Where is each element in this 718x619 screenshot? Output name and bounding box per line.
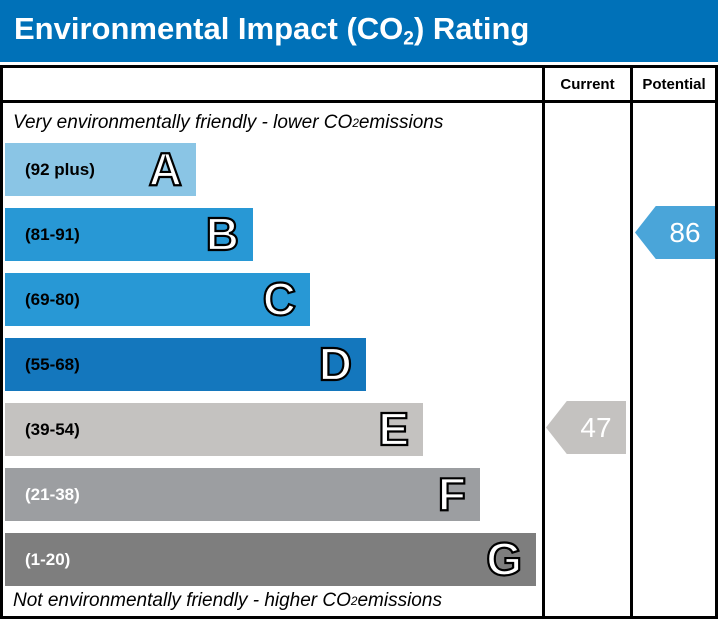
potential-rating-arrow-icon: 86 [635,206,715,259]
current-rating-value: 47 [580,411,612,443]
band-letter: F [437,467,467,521]
top-note-subscript: 2 [352,116,359,130]
chart-title-text: Environmental Impact (CO [14,11,404,47]
band-letter: D [318,337,353,391]
rating-table: Current Potential Very environmentally f… [0,65,718,619]
band-letter: A [148,142,183,196]
band-row-f: (21-38) F [3,467,542,521]
band-range-label: (92 plus) [25,159,95,179]
band-range-label: (1-20) [25,549,71,569]
top-note-text: Very environmentally friendly - lower CO [13,112,353,133]
band-range-label: (81-91) [25,224,80,244]
band-bar-d: (55-68) D [5,337,366,391]
band-bar-b: (81-91) B [5,207,253,261]
table-header-row: Current Potential [3,68,715,103]
band-row-c: (69-80) C [3,272,542,326]
band-bar-c: (69-80) C [5,272,310,326]
chart-title-bar: Environmental Impact (CO2) Rating [0,0,718,62]
band-bar-e: (39-54) E [5,402,423,456]
band-row-d: (55-68) D [3,337,542,391]
column-header-potential: Potential [630,68,715,100]
band-range-label: (55-68) [25,354,80,374]
bottom-note-suffix: emissions [357,590,442,611]
rating-bands: (92 plus) A (81-91) B (69-80) C (55-68) D (39-54… [3,142,542,586]
current-rating-arrow-icon: 47 [546,401,626,454]
band-letter: C [262,272,297,326]
band-letter: B [205,207,240,261]
band-bar-g: (1-20) G [5,532,536,586]
band-range-label: (21-38) [25,484,80,504]
potential-rating-value: 86 [669,216,701,248]
band-range-label: (39-54) [25,419,80,439]
band-range-label: (69-80) [25,289,80,309]
table-body: Very environmentally friendly - lower CO… [3,103,715,616]
top-note: Very environmentally friendly - lower CO… [3,103,542,143]
chart-title-suffix: ) Rating [413,11,530,47]
bottom-note-text: Not environmentally friendly - higher CO [13,590,351,611]
bottom-note-subscript: 2 [350,594,358,608]
top-note-suffix: emissions [358,112,444,133]
current-column: 47 [542,103,630,616]
chart-title: Environmental Impact (CO2) Rating [14,11,529,50]
potential-column: 86 [630,103,715,616]
band-row-g: (1-20) G [3,532,542,586]
band-row-e: (39-54) E [3,402,542,456]
header-spacer [3,68,542,100]
bottom-note: Not environmentally friendly - higher CO… [3,586,542,616]
band-row-a: (92 plus) A [3,142,542,196]
bands-cell: Very environmentally friendly - lower CO… [3,103,542,616]
band-letter: G [485,532,523,586]
band-letter: E [377,402,410,456]
column-header-current: Current [542,68,630,100]
band-bar-a: (92 plus) A [5,142,196,196]
band-row-b: (81-91) B [3,207,542,261]
band-bar-f: (21-38) F [5,467,480,521]
chart-title-subscript: 2 [403,28,414,50]
